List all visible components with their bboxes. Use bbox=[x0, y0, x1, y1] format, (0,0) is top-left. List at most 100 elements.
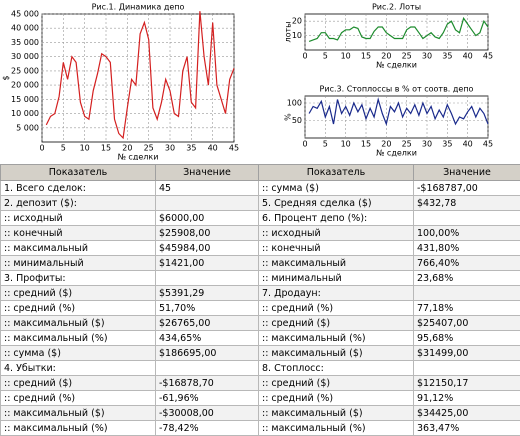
x-tick-label: 20 bbox=[381, 140, 391, 149]
x-tick-label: 0 bbox=[302, 52, 307, 61]
value-cell: $45984,00 bbox=[156, 241, 259, 256]
label-cell: 3. Профиты: bbox=[1, 271, 156, 286]
label-cell: :: средний (%) bbox=[259, 391, 414, 406]
column-header: Значение bbox=[156, 165, 259, 181]
value-cell: 766,40% bbox=[414, 256, 520, 271]
label-cell: 1. Всего сделок: bbox=[1, 181, 156, 196]
value-cell: 95,68% bbox=[414, 331, 520, 346]
x-tick-label: 0 bbox=[302, 140, 307, 149]
x-tick-label: 40 bbox=[463, 140, 473, 149]
value-cell bbox=[414, 211, 520, 226]
chart-title: Рис.3. Стоплоссы в % от соотв. депо bbox=[320, 85, 474, 94]
label-cell: :: максимальный ($) bbox=[1, 406, 156, 421]
x-tick-label: 45 bbox=[229, 144, 239, 153]
value-cell: $186695,00 bbox=[156, 346, 259, 361]
label-cell: :: максимальный ($) bbox=[1, 316, 156, 331]
y-tick-label: 30 000 bbox=[11, 52, 39, 61]
table-row: 1. Всего сделок:45:: сумма ($)-$168787,0… bbox=[1, 181, 520, 196]
value-cell bbox=[414, 286, 520, 301]
label-cell: 7. Дродаун: bbox=[259, 286, 414, 301]
table-row: :: максимальный ($)-$30008,00:: максимал… bbox=[1, 406, 520, 421]
x-tick-label: 15 bbox=[101, 144, 111, 153]
value-cell: $34425,00 bbox=[414, 406, 520, 421]
value-cell: 100,00% bbox=[414, 226, 520, 241]
label-cell: :: максимальный bbox=[259, 256, 414, 271]
y-tick-label: 5 000 bbox=[16, 123, 39, 132]
table-row: :: максимальный ($)$26765,00:: средний (… bbox=[1, 316, 520, 331]
label-cell: 6. Процент депо (%): bbox=[259, 211, 414, 226]
label-cell: :: конечный bbox=[1, 226, 156, 241]
x-tick-label: 0 bbox=[39, 144, 44, 153]
x-axis-label: № сделки bbox=[376, 61, 417, 70]
x-tick-label: 35 bbox=[442, 140, 452, 149]
value-cell: 51,70% bbox=[156, 301, 259, 316]
x-tick-label: 35 bbox=[442, 52, 452, 61]
x-tick-label: 30 bbox=[422, 52, 432, 61]
x-axis-label: № сделки bbox=[118, 153, 159, 161]
table-row: :: максимальный (%)-78,42%:: максимальны… bbox=[1, 421, 520, 436]
label-cell: :: минимальный bbox=[1, 256, 156, 271]
value-cell: $25908,00 bbox=[156, 226, 259, 241]
column-header: Показатель bbox=[1, 165, 156, 181]
plot-area bbox=[42, 14, 234, 142]
y-tick-label: 40 000 bbox=[11, 24, 39, 33]
x-tick-label: 20 bbox=[122, 144, 132, 153]
label-cell: :: средний (%) bbox=[1, 301, 156, 316]
chart-title: Рис.1. Динамика депо bbox=[92, 3, 185, 12]
value-cell bbox=[156, 361, 259, 376]
value-cell: -78,42% bbox=[156, 421, 259, 436]
x-tick-label: 25 bbox=[402, 52, 412, 61]
x-tick-label: 5 bbox=[323, 52, 328, 61]
value-cell: 91,12% bbox=[414, 391, 520, 406]
label-cell: :: максимальный bbox=[1, 241, 156, 256]
label-cell: :: средний ($) bbox=[1, 286, 156, 301]
table-row: :: средний (%)51,70%:: средний (%)77,18% bbox=[1, 301, 520, 316]
y-axis-label: % bbox=[284, 113, 293, 121]
x-tick-label: 45 bbox=[483, 52, 493, 61]
label-cell: :: исходный bbox=[1, 211, 156, 226]
y-tick-label: 45 000 bbox=[11, 10, 39, 19]
x-tick-label: 25 bbox=[402, 140, 412, 149]
y-tick-label: 25 000 bbox=[11, 66, 39, 75]
label-cell: :: сумма ($) bbox=[259, 181, 414, 196]
value-cell: -61,96% bbox=[156, 391, 259, 406]
x-tick-label: 5 bbox=[323, 140, 328, 149]
label-cell: :: сумма ($) bbox=[1, 346, 156, 361]
x-tick-label: 40 bbox=[463, 52, 473, 61]
label-cell: :: средний (%) bbox=[259, 301, 414, 316]
label-cell: :: средний ($) bbox=[259, 316, 414, 331]
x-tick-label: 20 bbox=[381, 52, 391, 61]
value-cell: 23,68% bbox=[414, 271, 520, 286]
label-cell: 2. депозит ($): bbox=[1, 196, 156, 211]
label-cell: :: конечный bbox=[259, 241, 414, 256]
label-cell: :: максимальный (%) bbox=[259, 421, 414, 436]
value-cell: $25407,00 bbox=[414, 316, 520, 331]
value-cell: -$168787,00 bbox=[414, 181, 520, 196]
x-tick-label: 10 bbox=[341, 52, 351, 61]
table-row: 2. депозит ($):5. Средняя сделка ($)$432… bbox=[1, 196, 520, 211]
value-cell bbox=[156, 271, 259, 286]
x-tick-label: 15 bbox=[361, 140, 371, 149]
label-cell: :: максимальный ($) bbox=[259, 346, 414, 361]
value-cell: $6000,00 bbox=[156, 211, 259, 226]
y-axis-label: лоты bbox=[284, 22, 293, 43]
label-cell: :: максимальный (%) bbox=[1, 331, 156, 346]
x-tick-label: 30 bbox=[165, 144, 175, 153]
label-cell: :: максимальный ($) bbox=[259, 406, 414, 421]
y-tick-label: 50 bbox=[292, 116, 302, 125]
x-tick-label: 5 bbox=[61, 144, 66, 153]
y-tick-label: 35 000 bbox=[11, 38, 39, 47]
table-row: 4. Убытки:8. Стоплосс: bbox=[1, 361, 520, 376]
value-cell: -$30008,00 bbox=[156, 406, 259, 421]
plot-area bbox=[305, 14, 488, 50]
value-cell: $5391,29 bbox=[156, 286, 259, 301]
label-cell: :: максимальный (%) bbox=[1, 421, 156, 436]
